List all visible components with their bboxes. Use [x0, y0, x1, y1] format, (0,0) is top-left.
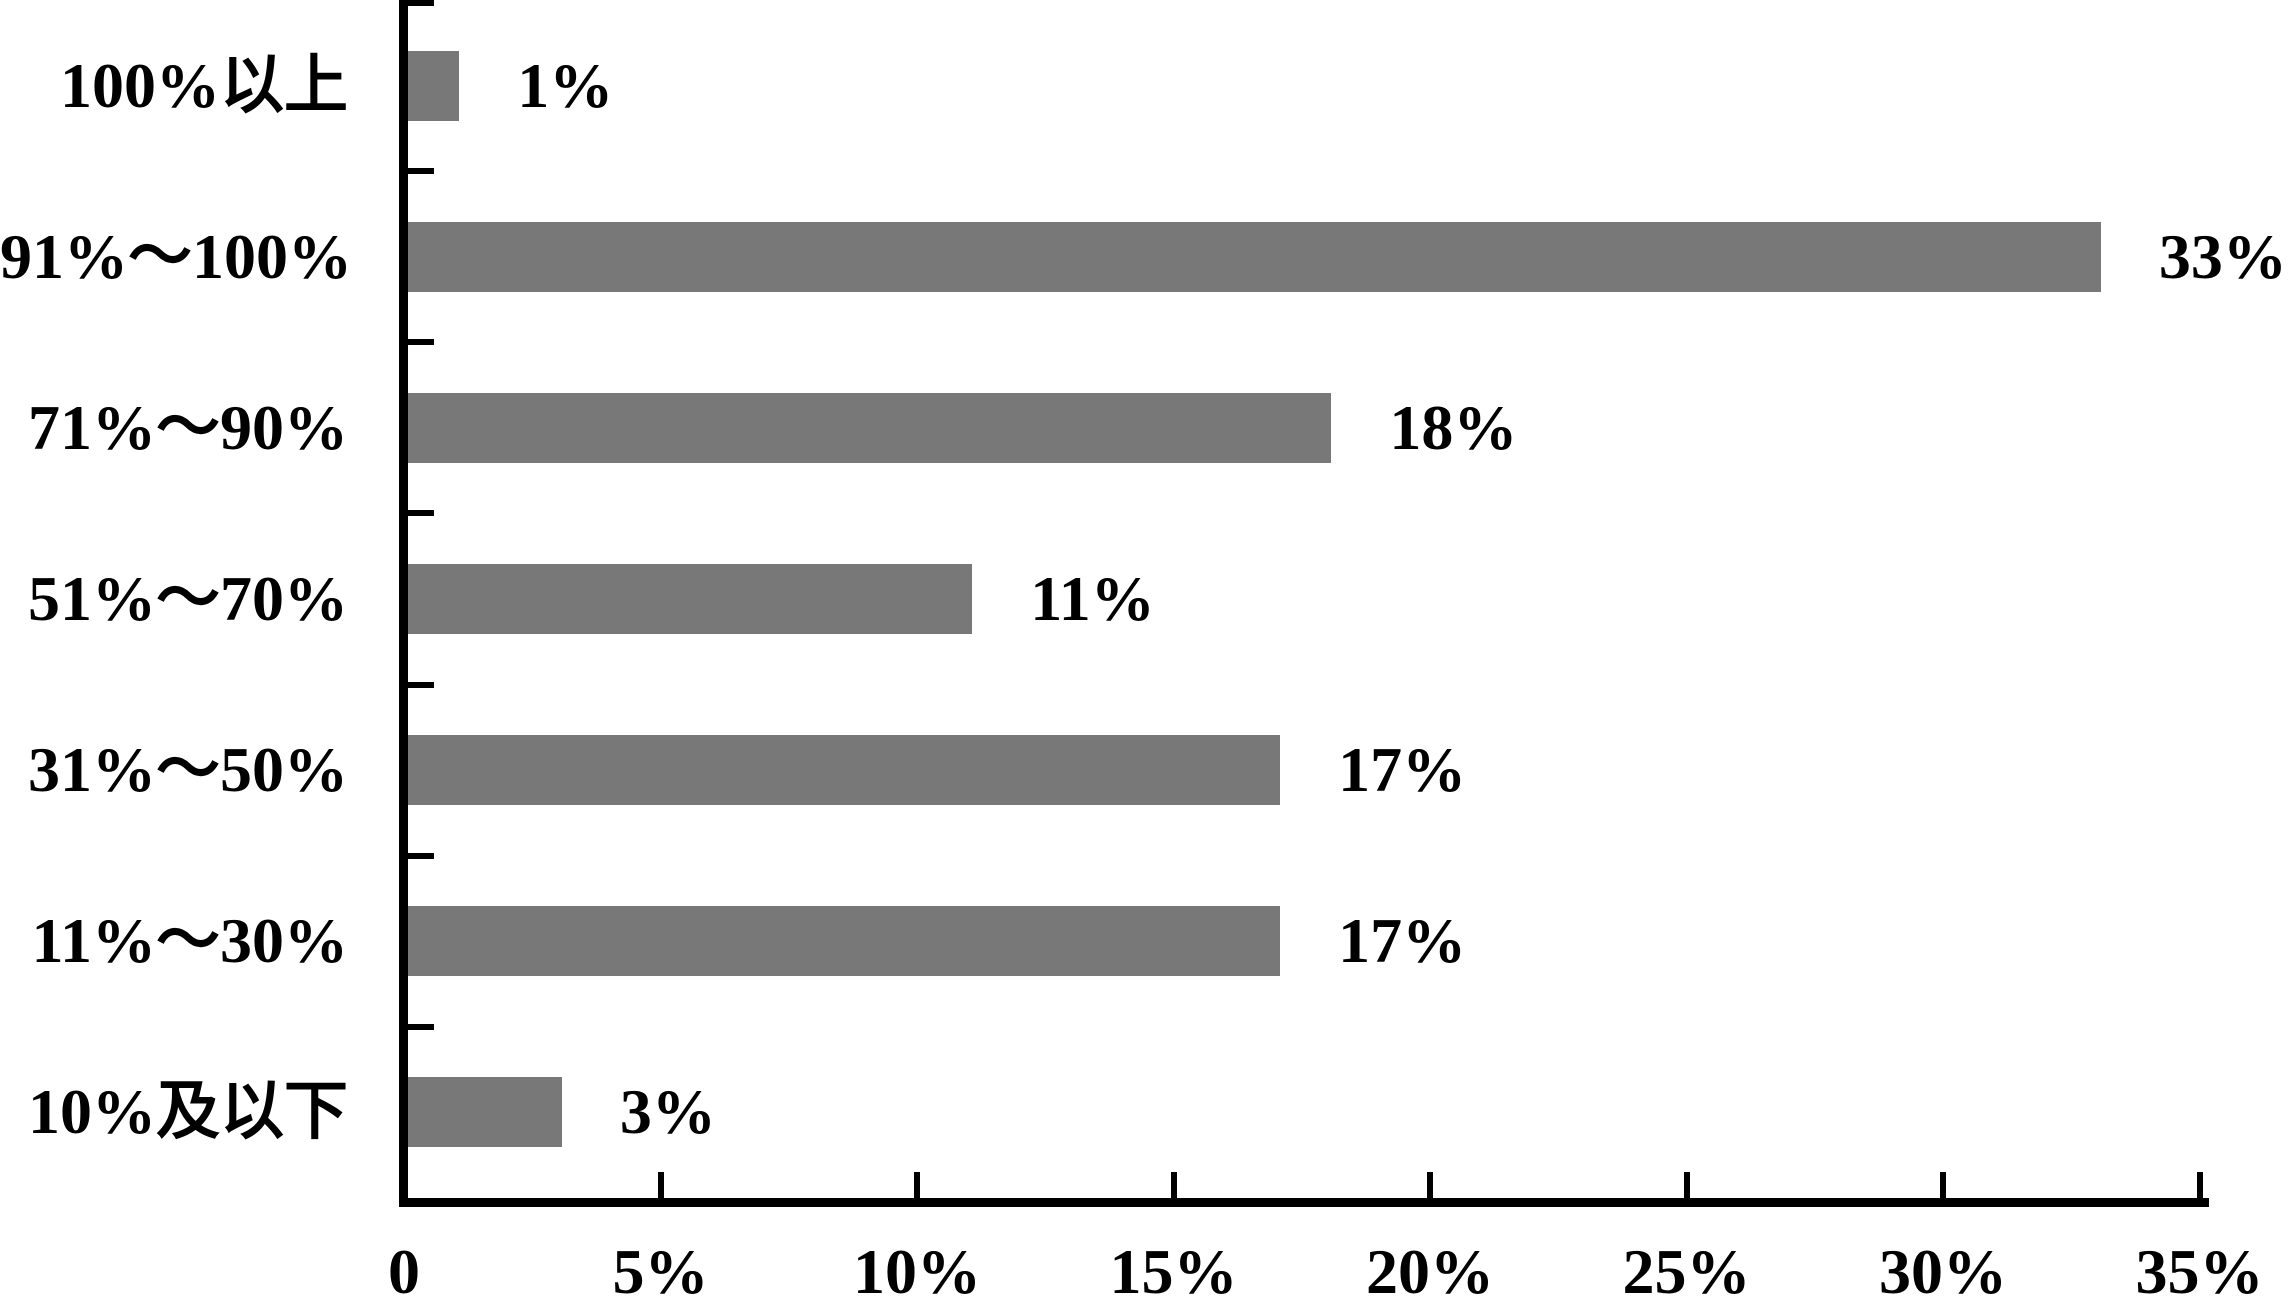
category-label: 11%～30%	[31, 905, 348, 977]
x-axis-tick-label: 0	[388, 1236, 420, 1307]
bar	[408, 1077, 562, 1148]
bar	[408, 50, 460, 121]
category-label: 71%～90%	[28, 391, 348, 463]
value-label: 3%	[619, 1076, 716, 1148]
x-axis-tick-label: 25%	[1622, 1236, 1751, 1307]
x-axis-tick	[1683, 1172, 1690, 1198]
bar	[408, 564, 973, 634]
value-label: 17%	[1338, 905, 1467, 977]
x-axis-tick	[1170, 1172, 1177, 1198]
y-axis-tick	[408, 0, 434, 6]
bar	[408, 221, 2101, 292]
y-axis-tick	[408, 168, 434, 175]
x-axis-tick	[914, 1172, 920, 1198]
y-axis-tick	[408, 1023, 434, 1030]
category-label: 91%～100%	[0, 220, 352, 292]
category-label: 100%以上	[60, 49, 348, 121]
y-axis-line	[399, 0, 408, 1207]
y-axis-tick	[408, 510, 434, 517]
value-label: 1%	[517, 49, 614, 121]
category-label: 51%～70%	[28, 563, 348, 634]
x-axis-tick-label: 20%	[1366, 1236, 1494, 1307]
bar	[408, 392, 1332, 463]
value-label: 11%	[1030, 563, 1155, 634]
value-label: 33%	[2158, 220, 2287, 292]
value-label: 17%	[1338, 734, 1467, 806]
bar	[408, 735, 1281, 806]
x-axis-line	[399, 1198, 2209, 1207]
y-axis-tick	[408, 681, 434, 688]
value-label: 18%	[1389, 391, 1518, 463]
x-axis-tick	[1940, 1172, 1946, 1198]
x-axis-tick-label: 5%	[612, 1236, 709, 1307]
x-axis-tick-label: 10%	[853, 1236, 981, 1307]
bar	[408, 906, 1281, 977]
x-axis-tick	[1427, 1172, 1433, 1198]
x-axis-tick-label: 35%	[2135, 1236, 2264, 1307]
x-axis-tick-label: 15%	[1109, 1236, 1238, 1307]
x-axis-tick	[2196, 1172, 2203, 1198]
x-axis-tick-label: 30%	[1879, 1236, 2007, 1307]
category-label: 10%及以下	[28, 1076, 348, 1148]
category-label: 31%～50%	[28, 734, 348, 806]
y-axis-tick	[408, 339, 434, 346]
y-axis-tick	[408, 852, 434, 859]
x-axis-tick	[657, 1172, 664, 1198]
